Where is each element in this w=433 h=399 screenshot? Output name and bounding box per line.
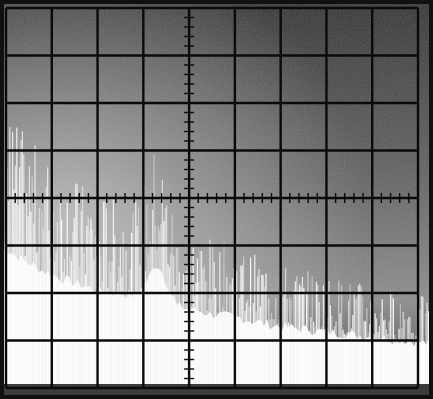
graticule-grid (4, 6, 420, 390)
